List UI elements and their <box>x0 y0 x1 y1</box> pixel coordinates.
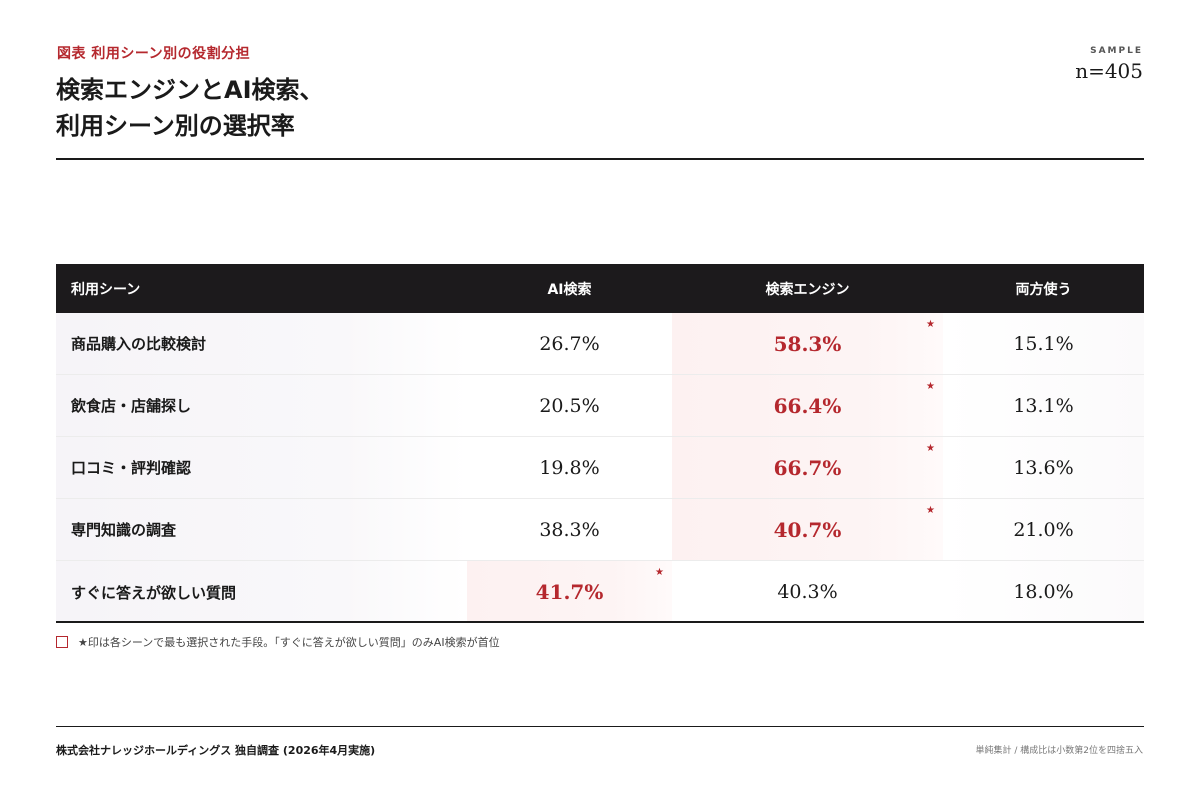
value-text: 13.6% <box>1013 456 1074 479</box>
row-label: 専門知識の調査 <box>56 499 467 560</box>
table-body: 商品購入の比較検討 26.7% 58.3% ★ 15.1% 飲食店・店舗探し 20.5% 66… <box>56 313 1144 623</box>
column-header-both: 両方使う <box>1015 281 1072 298</box>
sample-size: n=405 <box>1075 59 1143 83</box>
value-text: 13.1% <box>1013 394 1074 417</box>
value-cell-both: 21.0% <box>943 499 1144 560</box>
sample-label: SAMPLE <box>1090 46 1143 56</box>
value-cell-search-engine-top: 66.7% ★ <box>672 437 943 498</box>
star-icon: ★ <box>926 319 935 330</box>
value-cell-search-engine-top: 40.7% ★ <box>672 499 943 560</box>
footer-source: 株式会社ナレッジホールディングス 独自調査 (2026年4月実施) <box>56 744 376 757</box>
value-cell-both: 13.6% <box>943 437 1144 498</box>
table-bottom-rule <box>56 621 1144 623</box>
value-cell-ai: 26.7% <box>467 313 672 374</box>
table-header: 利用シーン AI検索 検索エンジン 両方使う <box>56 264 1144 313</box>
value-text: 15.1% <box>1013 332 1074 355</box>
footnote-text: ★印は各シーンで最も選択された手段。「すぐに答えが欲しい質問」のみAI検索が首位 <box>78 636 500 649</box>
table-row: 専門知識の調査 38.3% 40.7% ★ 21.0% <box>56 499 1144 561</box>
value-text: 38.3% <box>539 518 600 541</box>
value-cell-search-engine-top: 66.4% ★ <box>672 375 943 436</box>
row-label: すぐに答えが欲しい質問 <box>56 561 467 623</box>
star-icon: ★ <box>655 567 664 578</box>
column-header-search-engine: 検索エンジン <box>765 281 850 298</box>
star-icon: ★ <box>926 381 935 392</box>
header-rule <box>56 158 1144 160</box>
value-cell-both: 15.1% <box>943 313 1144 374</box>
footer-rule <box>56 726 1144 727</box>
value-cell-ai-top: 41.7% ★ <box>467 561 672 623</box>
row-label: 商品購入の比較検討 <box>56 313 467 374</box>
row-label: 飲食店・店舗探し <box>56 375 467 436</box>
footer-remark: 単純集計 / 構成比は小数第2位を四捨五入 <box>975 746 1143 756</box>
footnote-marker-box <box>56 636 68 648</box>
value-cell-both: 18.0% <box>943 561 1144 623</box>
value-text: 19.8% <box>539 456 600 479</box>
title-line-1: 検索エンジンとAI検索、 <box>56 76 324 104</box>
table-row: 口コミ・評判確認 19.8% 66.7% ★ 13.6% <box>56 437 1144 499</box>
value-text: 20.5% <box>539 394 600 417</box>
value-cell-ai: 19.8% <box>467 437 672 498</box>
value-text: 40.7% <box>773 517 842 542</box>
eyebrow-label: 図表 利用シーン別の役割分担 <box>57 46 251 62</box>
table-row: 商品購入の比較検討 26.7% 58.3% ★ 15.1% <box>56 313 1144 375</box>
title-line-2: 利用シーン別の選択率 <box>56 112 295 140</box>
star-icon: ★ <box>926 443 935 454</box>
value-text: 26.7% <box>539 332 600 355</box>
star-icon: ★ <box>926 505 935 516</box>
value-text: 66.7% <box>773 455 842 480</box>
row-label: 口コミ・評判確認 <box>56 437 467 498</box>
value-text: 18.0% <box>1013 581 1074 603</box>
table-row: 飲食店・店舗探し 20.5% 66.4% ★ 13.1% <box>56 375 1144 437</box>
value-text: 66.4% <box>773 393 842 418</box>
value-text: 58.3% <box>773 331 842 356</box>
column-header-ai: AI検索 <box>547 281 592 298</box>
value-cell-both: 13.1% <box>943 375 1144 436</box>
page-title: 検索エンジンとAI検索、 利用シーン別の選択率 <box>56 72 324 144</box>
value-text: 21.0% <box>1013 518 1074 541</box>
data-table: 利用シーン AI検索 検索エンジン 両方使う 商品購入の比較検討 26.7% 58.… <box>56 264 1144 623</box>
value-cell-search-engine-top: 58.3% ★ <box>672 313 943 374</box>
value-cell-search-engine: 40.3% <box>672 561 943 623</box>
column-header-scene: 利用シーン <box>71 281 141 298</box>
table-row: すぐに答えが欲しい質問 41.7% ★ 40.3% 18.0% <box>56 561 1144 623</box>
value-cell-ai: 20.5% <box>467 375 672 436</box>
footnote: ★印は各シーンで最も選択された手段。「すぐに答えが欲しい質問」のみAI検索が首位 <box>56 634 500 650</box>
value-text: 41.7% <box>535 580 604 604</box>
value-cell-ai: 38.3% <box>467 499 672 560</box>
value-text: 40.3% <box>777 581 838 603</box>
